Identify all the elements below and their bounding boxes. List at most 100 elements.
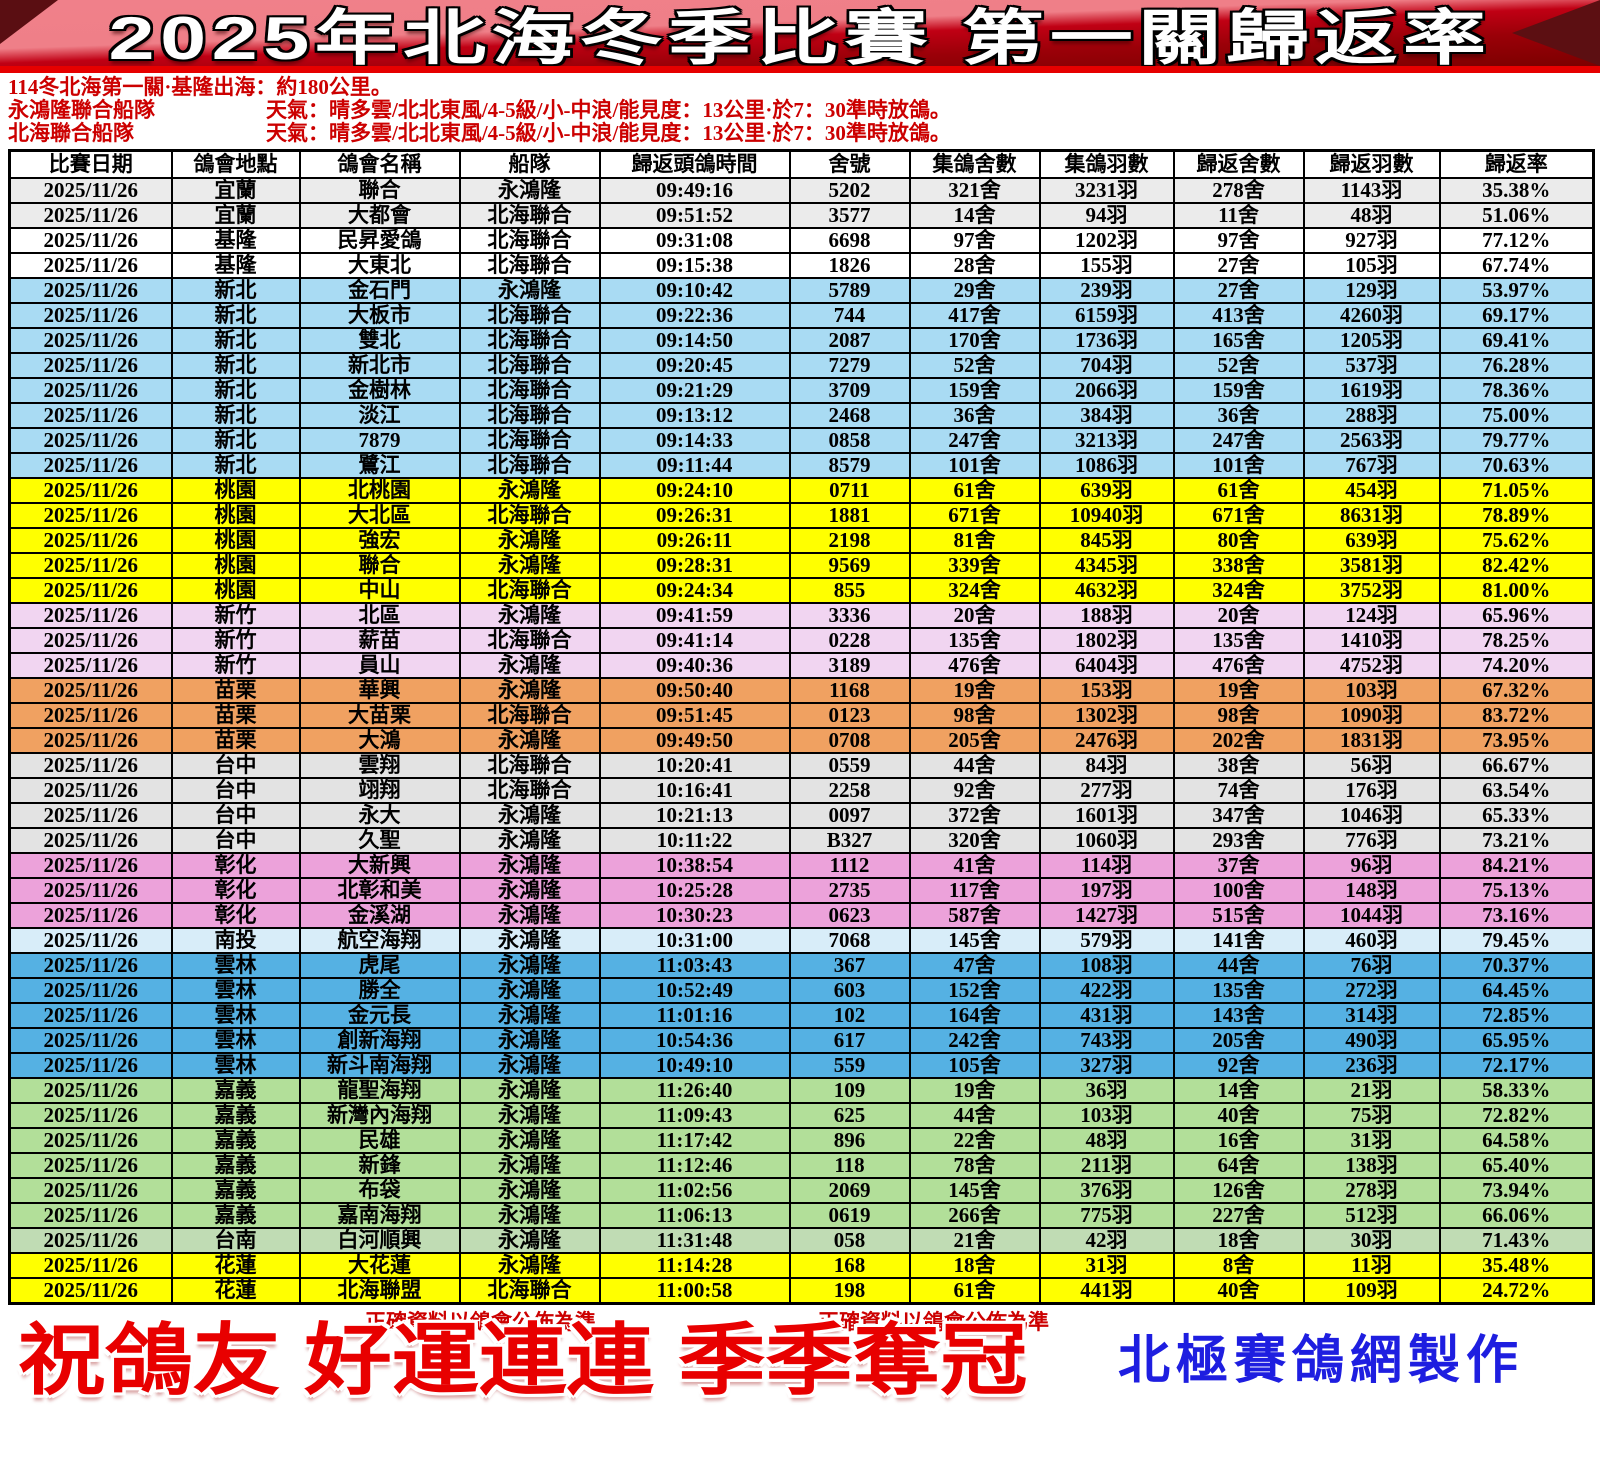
cell-date: 2025/11/26 (8, 502, 173, 529)
cell-collect_birds: 153羽 (1038, 677, 1175, 704)
cell-loft: 0711 (788, 477, 911, 504)
cell-collect_birds: 94羽 (1038, 202, 1175, 229)
cell-return_sheds: 36舍 (1172, 402, 1305, 429)
cell-collect_birds: 327羽 (1038, 1052, 1175, 1079)
cell-collect_birds: 845羽 (1038, 527, 1175, 554)
column-header: 鴿會名稱 (298, 149, 461, 179)
cell-region: 新北 (170, 277, 301, 304)
table-row: 2025/11/26 新北 雙北 北海聯合 09:14:50 2087 170舍 1736羽 1… (8, 327, 1595, 354)
cell-collect_sheds: 98舍 (908, 702, 1041, 729)
cell-time: 09:11:44 (598, 452, 791, 479)
cell-club: 中山 (298, 577, 461, 604)
cell-date: 2025/11/26 (8, 527, 173, 554)
table-row: 2025/11/26 花蓮 大花蓮 永鴻隆 11:14:28 168 18舍 31羽 8舍 11羽… (8, 1252, 1595, 1279)
cell-time: 09:14:50 (598, 327, 791, 354)
cell-fleet: 北海聯合 (458, 327, 601, 354)
cell-region: 雲林 (170, 952, 301, 979)
cell-fleet: 永鴻隆 (458, 1177, 601, 1204)
cell-rate: 69.17% (1438, 302, 1595, 329)
cell-rate: 72.82% (1438, 1102, 1595, 1129)
table-row: 2025/11/26 苗栗 大鴻 永鴻隆 09:49:50 0708 205舍 2476羽 20… (8, 727, 1595, 754)
cell-return_sheds: 74舍 (1172, 777, 1305, 804)
cell-date: 2025/11/26 (8, 1152, 173, 1179)
cell-date: 2025/11/26 (8, 477, 173, 504)
column-header: 集鴿舍數 (908, 149, 1041, 179)
table-row: 2025/11/26 南投 航空海翔 永鴻隆 10:31:00 7068 145舍 579羽 1… (8, 927, 1595, 954)
cell-collect_sheds: 44舍 (908, 1102, 1041, 1129)
cell-return_sheds: 324舍 (1172, 577, 1305, 604)
table-row: 2025/11/26 桃園 中山 北海聯合 09:24:34 855 324舍 4632羽 32… (8, 577, 1595, 604)
cell-return_birds: 639羽 (1302, 527, 1441, 554)
cell-date: 2025/11/26 (8, 1102, 173, 1129)
cell-club: 勝全 (298, 977, 461, 1004)
cell-collect_birds: 4632羽 (1038, 577, 1175, 604)
table-row: 2025/11/26 彰化 北彰和美 永鴻隆 10:25:28 2735 117舍 197羽 1… (8, 877, 1595, 904)
cell-collect_sheds: 61舍 (908, 477, 1041, 504)
cell-return_sheds: 347舍 (1172, 802, 1305, 829)
cell-club: 大板市 (298, 302, 461, 329)
cell-time: 11:14:28 (598, 1252, 791, 1279)
cell-time: 10:16:41 (598, 777, 791, 804)
cell-fleet: 永鴻隆 (458, 602, 601, 629)
cell-collect_sheds: 105舍 (908, 1052, 1041, 1079)
cell-time: 09:20:45 (598, 352, 791, 379)
cell-return_sheds: 20舍 (1172, 602, 1305, 629)
cell-club: 北桃園 (298, 477, 461, 504)
cell-return_sheds: 278舍 (1172, 177, 1305, 204)
cell-time: 10:38:54 (598, 852, 791, 879)
cell-rate: 65.40% (1438, 1152, 1595, 1179)
cell-collect_birds: 1601羽 (1038, 802, 1175, 829)
cell-loft: 0097 (788, 802, 911, 829)
cell-date: 2025/11/26 (8, 177, 173, 204)
cell-collect_sheds: 21舍 (908, 1227, 1041, 1254)
cell-return_sheds: 205舍 (1172, 1027, 1305, 1054)
cell-return_birds: 454羽 (1302, 477, 1441, 504)
cell-collect_sheds: 321舍 (908, 177, 1041, 204)
cell-region: 苗栗 (170, 702, 301, 729)
cell-collect_birds: 42羽 (1038, 1227, 1175, 1254)
cell-loft: 2735 (788, 877, 911, 904)
table-row: 2025/11/26 宜蘭 大都會 北海聯合 09:51:52 3577 14舍 94羽 11舍… (8, 202, 1595, 229)
cell-rate: 64.45% (1438, 977, 1595, 1004)
cell-return_birds: 3752羽 (1302, 577, 1441, 604)
cell-date: 2025/11/26 (8, 627, 173, 654)
cell-return_birds: 138羽 (1302, 1152, 1441, 1179)
cell-loft: 2258 (788, 777, 911, 804)
table-row: 2025/11/26 雲林 新斗南海翔 永鴻隆 10:49:10 559 105舍 327羽 9… (8, 1052, 1595, 1079)
cell-region: 宜蘭 (170, 202, 301, 229)
cell-rate: 51.06% (1438, 202, 1595, 229)
site-credit: 北極賽鴿網製作 (1118, 1332, 1525, 1390)
fleet-weather-2: 天氣：晴多雲/北北東風/4-5級/小-中浪/能見度：13公里·於7：30準時放鴿… (266, 121, 951, 145)
cell-collect_sheds: 92舍 (908, 777, 1041, 804)
cell-collect_sheds: 324舍 (908, 577, 1041, 604)
cell-collect_birds: 4345羽 (1038, 552, 1175, 579)
cell-date: 2025/11/26 (8, 752, 173, 779)
cell-time: 10:20:41 (598, 752, 791, 779)
cell-loft: 8579 (788, 452, 911, 479)
cell-region: 新竹 (170, 652, 301, 679)
cell-rate: 83.72% (1438, 702, 1595, 729)
cell-loft: B327 (788, 827, 911, 854)
table-body: 2025/11/26 宜蘭 聯合 永鴻隆 09:49:16 5202 321舍 3231羽 27… (8, 177, 1595, 1305)
cell-collect_birds: 108羽 (1038, 952, 1175, 979)
cell-date: 2025/11/26 (8, 777, 173, 804)
cell-fleet: 永鴻隆 (458, 727, 601, 754)
cell-collect_birds: 277羽 (1038, 777, 1175, 804)
cell-collect_birds: 10940羽 (1038, 502, 1175, 529)
cell-rate: 65.33% (1438, 802, 1595, 829)
cell-collect_birds: 103羽 (1038, 1102, 1175, 1129)
cell-time: 11:17:42 (598, 1127, 791, 1154)
cell-time: 09:24:10 (598, 477, 791, 504)
cell-return_sheds: 247舍 (1172, 427, 1305, 454)
cell-time: 10:52:49 (598, 977, 791, 1004)
cell-date: 2025/11/26 (8, 602, 173, 629)
cell-region: 苗栗 (170, 677, 301, 704)
cell-collect_sheds: 19舍 (908, 1077, 1041, 1104)
cell-collect_birds: 376羽 (1038, 1177, 1175, 1204)
cell-return_birds: 512羽 (1302, 1202, 1441, 1229)
cell-rate: 73.94% (1438, 1177, 1595, 1204)
cell-fleet: 永鴻隆 (458, 652, 601, 679)
cell-time: 09:26:31 (598, 502, 791, 529)
cell-return_birds: 3581羽 (1302, 552, 1441, 579)
table-row: 2025/11/26 桃園 北桃園 永鴻隆 09:24:10 0711 61舍 639羽 61舍… (8, 477, 1595, 504)
